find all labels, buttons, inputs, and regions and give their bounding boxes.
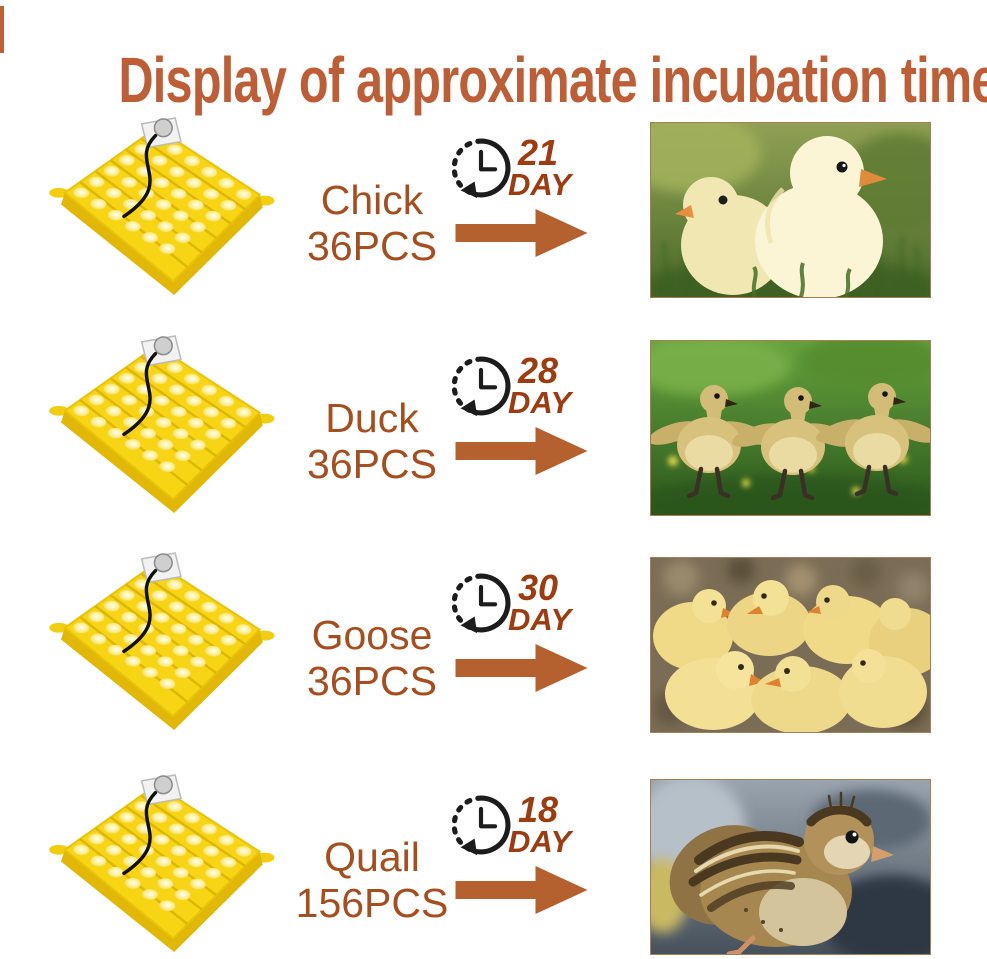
egg-tray-graphic — [22, 773, 280, 955]
row-chick: Chick 36PCS 21 DAY — [0, 112, 987, 302]
photo-goslings — [650, 557, 931, 733]
day-count-block: 30 DAY — [508, 567, 572, 638]
animal-label-block: Duck 36PCS — [283, 330, 461, 520]
row-goose: Goose 36PCS 30 DAY — [0, 547, 987, 737]
egg-count: 36PCS — [307, 658, 437, 704]
day-unit: DAY — [508, 385, 572, 421]
day-count-block: 21 DAY — [508, 132, 572, 203]
clock-icon — [449, 354, 513, 418]
day-count: 21 — [518, 132, 559, 173]
day-count-block: 18 DAY — [508, 789, 572, 860]
incubation-time-block: 28 DAY — [449, 350, 601, 475]
photo-quail-chick — [650, 779, 931, 955]
egg-count: 36PCS — [307, 223, 437, 269]
animal-name: Goose — [311, 612, 433, 659]
incubation-time-block: 21 DAY — [449, 132, 601, 257]
arrow-right-icon — [455, 427, 588, 475]
day-count: 30 — [518, 567, 559, 608]
arrow-right-icon — [455, 866, 588, 914]
incubation-time-block: 30 DAY — [449, 567, 601, 692]
row-duck: Duck 36PCS 28 DAY — [0, 330, 987, 520]
day-unit: DAY — [508, 824, 572, 860]
row-quail: Quail 156PCS 18 DAY — [0, 769, 987, 959]
day-count: 28 — [518, 350, 559, 391]
egg-tray-image — [22, 773, 280, 955]
egg-tray-graphic — [22, 116, 280, 298]
egg-tray-graphic — [22, 334, 280, 516]
incubation-time-block: 18 DAY — [449, 789, 601, 914]
day-count-block: 28 DAY — [508, 350, 572, 421]
clock-icon — [449, 136, 513, 200]
animal-name: Chick — [320, 177, 424, 224]
animal-name: Duck — [325, 395, 419, 442]
animal-label-block: Quail 156PCS — [283, 769, 461, 959]
egg-tray-image — [22, 334, 280, 516]
egg-count: 156PCS — [295, 880, 449, 926]
page-title: Display of approximate incubation time — [118, 43, 987, 116]
photo-chicks — [650, 122, 931, 298]
egg-tray-graphic — [22, 551, 280, 733]
egg-count: 36PCS — [307, 441, 437, 487]
clock-icon — [449, 571, 513, 635]
egg-tray-image — [22, 551, 280, 733]
egg-tray-image — [22, 116, 280, 298]
arrow-right-icon — [455, 209, 588, 257]
photo-ducklings — [650, 340, 931, 516]
day-unit: DAY — [508, 167, 572, 203]
animal-name: Quail — [324, 834, 420, 881]
arrow-right-icon — [455, 644, 588, 692]
edge-artifact — [0, 6, 4, 53]
animal-label-block: Chick 36PCS — [283, 112, 461, 302]
animal-label-block: Goose 36PCS — [283, 547, 461, 737]
day-count: 18 — [518, 789, 559, 830]
clock-icon — [449, 793, 513, 857]
day-unit: DAY — [508, 602, 572, 638]
